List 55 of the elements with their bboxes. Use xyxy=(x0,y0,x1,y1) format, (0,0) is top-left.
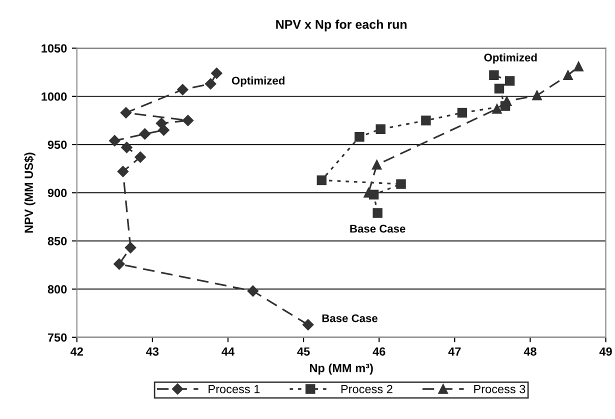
y-tick-label: 1000 xyxy=(42,92,67,101)
point xyxy=(134,151,146,163)
point xyxy=(182,114,194,126)
x-tick-label: 49 xyxy=(599,347,612,356)
point xyxy=(121,142,132,154)
y-tick-label: 850 xyxy=(48,236,67,246)
x-axis-title: Np (MM m³) xyxy=(310,364,373,375)
point xyxy=(139,128,150,140)
point xyxy=(457,108,468,118)
point xyxy=(124,242,136,254)
annotation: Base Case xyxy=(322,314,378,322)
point xyxy=(156,118,168,129)
x-tick-label: 42 xyxy=(70,347,83,356)
y-tick-label: 750 xyxy=(48,333,67,342)
x-tick-label: 44 xyxy=(222,347,234,356)
y-tick-label: 900 xyxy=(48,188,67,198)
point xyxy=(372,208,382,218)
point xyxy=(376,124,386,134)
point xyxy=(574,62,584,72)
x-tick-label: 46 xyxy=(372,347,386,356)
point xyxy=(492,104,502,114)
point xyxy=(504,76,515,86)
point xyxy=(396,179,406,189)
legend-label: Process 2 xyxy=(341,384,392,394)
x-tick-label: 43 xyxy=(146,347,159,356)
point xyxy=(316,175,327,186)
point xyxy=(177,84,188,96)
point xyxy=(211,68,222,79)
point xyxy=(247,285,259,297)
x-tick-label: 45 xyxy=(297,347,310,356)
x-tick-label: 48 xyxy=(524,347,536,356)
y-tick-label: 800 xyxy=(48,285,67,294)
point xyxy=(302,319,314,330)
annotation: Optimized xyxy=(232,76,284,87)
point xyxy=(532,90,542,100)
legend-label: Process 1 xyxy=(208,385,260,394)
point xyxy=(372,160,382,170)
legend-label: Process 3 xyxy=(474,384,526,394)
x-tick-label: 47 xyxy=(448,347,461,356)
point xyxy=(354,132,364,142)
annotation: Base Case xyxy=(350,224,406,233)
point xyxy=(120,107,132,118)
point xyxy=(563,70,573,80)
annotation: Optimized xyxy=(484,53,537,64)
y-tick-label: 1050 xyxy=(42,44,67,53)
y-axis-title: NPV (MM US$) xyxy=(24,152,36,233)
point xyxy=(421,116,431,126)
y-tick-label: 950 xyxy=(48,140,67,149)
point xyxy=(117,166,129,178)
point xyxy=(109,135,120,146)
point xyxy=(494,84,504,94)
point xyxy=(114,258,125,270)
point xyxy=(205,78,216,90)
chart-title: NPV x Np for each run xyxy=(276,20,407,32)
point xyxy=(489,70,499,80)
